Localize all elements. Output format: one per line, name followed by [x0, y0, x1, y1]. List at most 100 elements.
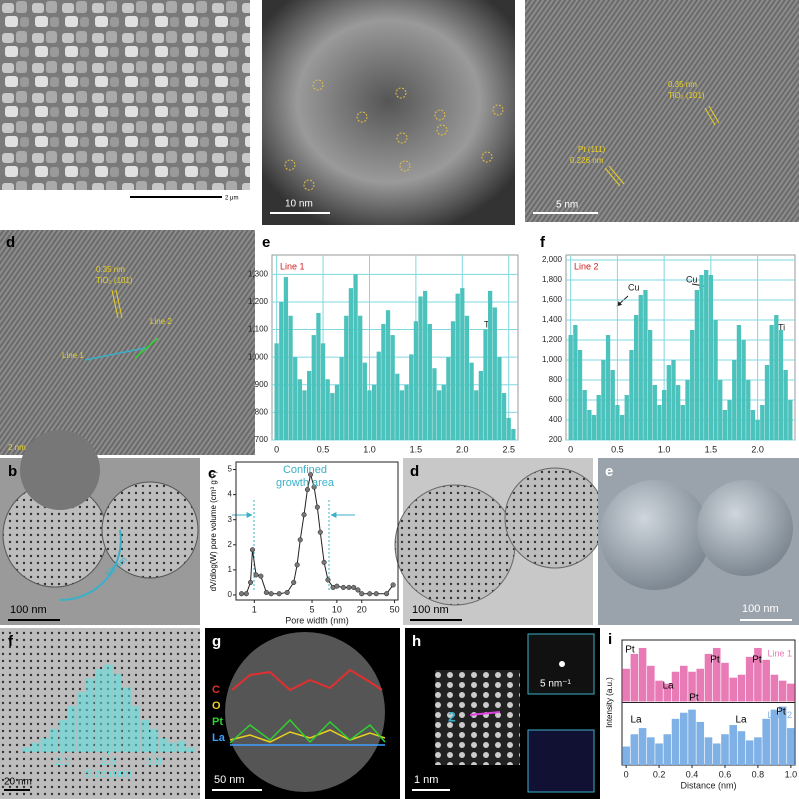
- element-label: Pt: [212, 716, 223, 728]
- scale-text: 50 nm: [214, 774, 245, 786]
- x-tick-label: 2.0: [456, 444, 469, 454]
- x-axis-label: Pore width (nm): [285, 615, 349, 625]
- y-tick-label: 1,800: [542, 275, 563, 284]
- annotation: Cu: [686, 274, 698, 284]
- bar: [666, 365, 671, 440]
- circle: [434, 109, 446, 121]
- bar: [279, 301, 284, 440]
- bar: [671, 360, 676, 440]
- marker: [294, 562, 300, 568]
- x-tick-label: 1.5: [705, 444, 718, 454]
- x-tick-label: 2.0: [55, 756, 70, 768]
- bar: [787, 683, 795, 702]
- legend-entry: Line 1: [767, 648, 792, 658]
- scale-text: 100 nm: [742, 603, 779, 615]
- bar: [638, 728, 647, 765]
- y-tick-label: 1,200: [542, 335, 563, 344]
- bar: [511, 428, 516, 440]
- bar: [413, 321, 419, 440]
- y-tick-label: 5: [228, 465, 233, 474]
- bar: [647, 665, 655, 702]
- bar: [40, 738, 49, 752]
- circle: [284, 159, 296, 171]
- bar: [737, 674, 746, 702]
- bar: [409, 354, 414, 440]
- bar: [302, 390, 307, 440]
- bar: [661, 390, 667, 440]
- panel-label: h: [412, 633, 421, 650]
- bar: [638, 647, 647, 702]
- element-label: La: [212, 732, 226, 744]
- bar: [334, 384, 340, 440]
- bar: [49, 729, 59, 752]
- y-tick-label: 600: [549, 395, 563, 404]
- bar: [177, 740, 186, 752]
- bar: [722, 410, 728, 440]
- bar: [395, 373, 400, 440]
- bar: [76, 692, 86, 752]
- y-tick-label: 400: [549, 415, 563, 424]
- series-title: Line 2: [574, 261, 599, 271]
- annotation: La: [662, 681, 674, 692]
- bar: [745, 656, 754, 702]
- bar: [283, 277, 289, 440]
- series-title: Line 1: [280, 261, 305, 271]
- x-tick-label: 1: [252, 604, 257, 614]
- bar: [497, 357, 502, 440]
- bar: [657, 405, 662, 440]
- bar: [696, 668, 705, 702]
- bar: [647, 330, 653, 440]
- bar: [22, 747, 31, 752]
- marker: [258, 573, 264, 579]
- bar: [629, 350, 634, 440]
- x-tick-label: 0.2: [653, 769, 666, 779]
- y-tick-label: 3: [228, 515, 233, 524]
- line-scan: [84, 347, 146, 361]
- bar: [736, 325, 742, 440]
- panel-label: e: [262, 234, 270, 251]
- marker: [384, 591, 390, 597]
- bar: [676, 385, 681, 440]
- circle: [303, 179, 315, 191]
- circle: [436, 124, 448, 136]
- bar: [708, 275, 714, 440]
- bar: [610, 370, 615, 440]
- bar: [297, 379, 302, 440]
- bar: [358, 315, 363, 440]
- stem-image: [262, 0, 515, 225]
- bar: [762, 659, 770, 702]
- bar: [762, 718, 770, 765]
- bar: [423, 290, 428, 440]
- bar: [704, 737, 713, 765]
- y-tick-label: 1: [228, 565, 233, 574]
- bar: [754, 647, 762, 702]
- y-tick-label: 1,400: [542, 315, 563, 324]
- sem-image: [0, 0, 250, 190]
- sphere: [504, 467, 606, 569]
- bar: [404, 384, 409, 440]
- bar: [131, 706, 141, 752]
- bar: [760, 405, 765, 440]
- y-axis-label: Intensity (a.u.): [605, 677, 614, 728]
- inset: [527, 729, 595, 793]
- annotation: Line 1: [62, 351, 84, 360]
- bar: [186, 747, 195, 752]
- y-tick-label: 1,300: [248, 269, 269, 278]
- marker: [301, 512, 307, 518]
- bar: [679, 712, 688, 765]
- bar: [478, 370, 484, 440]
- bar: [483, 329, 488, 440]
- bar: [732, 360, 737, 440]
- bar: [596, 395, 601, 440]
- lattice-mark: [708, 105, 720, 124]
- bar: [685, 380, 690, 440]
- marker: [325, 577, 331, 583]
- eds-profile: [231, 668, 383, 692]
- y-tick-label: 1,000: [248, 352, 269, 361]
- y-tick-label: 1,100: [248, 325, 269, 334]
- x-tick-label: 0.4: [686, 769, 699, 779]
- circle: [396, 132, 408, 144]
- annotation: TiO₂ (101): [96, 276, 133, 285]
- annotation: TiO₂ (101): [668, 91, 705, 100]
- bar: [601, 360, 606, 440]
